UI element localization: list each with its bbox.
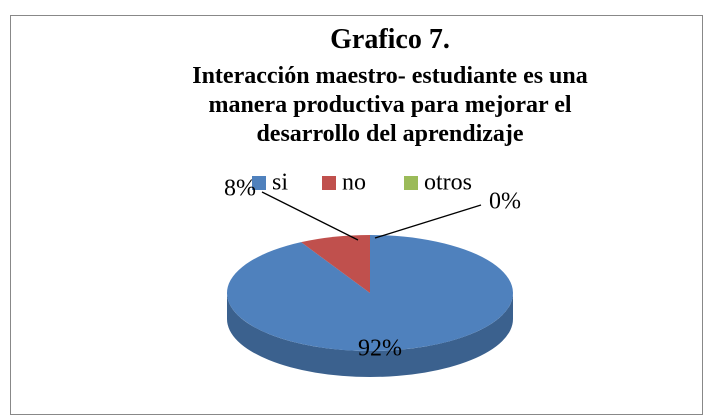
pie-slice <box>301 235 370 293</box>
legend-label: otros <box>424 170 472 196</box>
legend-label: no <box>342 170 366 196</box>
pie-slice-side <box>227 293 513 377</box>
legend-swatch <box>322 176 336 190</box>
legend-swatch <box>252 176 266 190</box>
leader-line <box>374 204 482 239</box>
data-label: 0% <box>489 189 521 215</box>
chart-title: Grafico 7. <box>330 24 450 55</box>
leader-line <box>261 191 359 241</box>
data-label: 8% <box>224 176 256 202</box>
legend-label: si <box>272 170 288 196</box>
legend-swatch <box>404 176 418 190</box>
data-label: 92% <box>358 336 402 362</box>
chart-subtitle: Interacción maestro- estudiante es una m… <box>192 63 588 147</box>
